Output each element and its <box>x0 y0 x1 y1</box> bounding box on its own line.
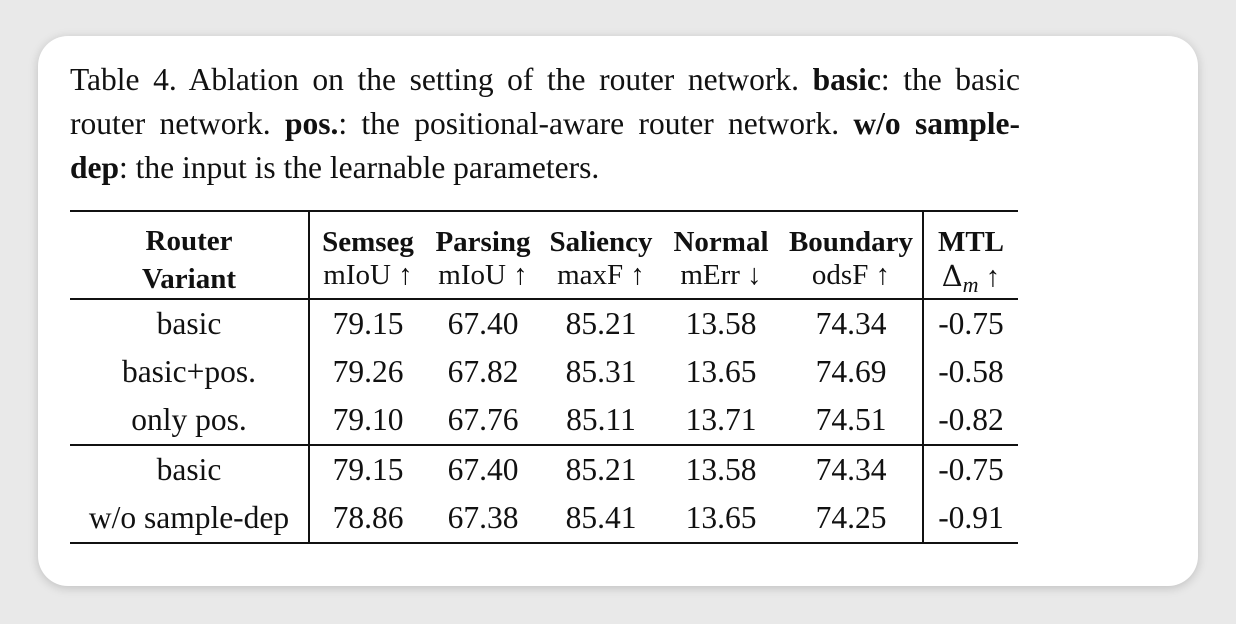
table-row: basic 79.15 67.40 85.21 13.58 74.34 -0.7… <box>70 299 1018 348</box>
col-normal-name: Normal <box>673 225 769 258</box>
variant-cell: w/o sample-dep <box>70 494 310 543</box>
col-mtl-name: MTL <box>937 225 1005 258</box>
col-saliency-name: Saliency <box>549 225 653 258</box>
variant-cell: basic+pos. <box>70 348 310 396</box>
mtl-cell: -0.82 <box>938 402 1004 437</box>
col-parsing-metric: mIoU ↑ <box>438 258 528 291</box>
value-cell: 13.58 <box>685 452 757 487</box>
value-cell: 85.21 <box>565 306 637 341</box>
caption-def-pos: : the positional-aware router network. <box>338 106 854 141</box>
delta-subscript: m <box>962 271 979 297</box>
value-cell: 79.15 <box>332 306 404 341</box>
caption-label: Table 4. <box>70 62 177 97</box>
col-boundary-metric: odsF ↑ <box>780 258 924 299</box>
table-row: w/o sample-dep 78.86 67.38 85.41 13.65 7… <box>70 494 1018 543</box>
table-row: basic+pos. 79.26 67.82 85.31 13.65 74.69… <box>70 348 1018 396</box>
value-cell: 67.76 <box>447 402 519 437</box>
paper-card: Table 4. Ablation on the setting of the … <box>38 36 1198 586</box>
table-row: only pos. 79.10 67.76 85.11 13.71 74.51 … <box>70 396 1018 445</box>
value-cell: 78.86 <box>332 500 404 535</box>
value-cell: 13.65 <box>685 500 757 535</box>
mtl-cell: -0.75 <box>938 306 1004 341</box>
col-semseg-metric: mIoU ↑ <box>323 258 413 291</box>
caption-intro: Ablation on the setting of the router ne… <box>176 62 813 97</box>
value-cell: 67.40 <box>447 452 519 487</box>
col-normal-metric: mErr ↓ <box>680 258 762 291</box>
delta-symbol: Δ <box>941 258 963 293</box>
ablation-table: Router Variant Semseg Parsing Saliency N… <box>70 210 1018 544</box>
table-caption: Table 4. Ablation on the setting of the … <box>70 58 1020 190</box>
value-cell: 67.40 <box>447 306 519 341</box>
value-cell: 74.25 <box>780 494 924 543</box>
mtl-cell: -0.91 <box>938 500 1004 535</box>
router-variant-header-line1: Router <box>145 225 233 257</box>
col-saliency-metric: maxF ↑ <box>557 258 645 291</box>
col-boundary-name: Boundary <box>780 211 924 259</box>
value-cell: 79.15 <box>332 452 404 487</box>
caption-def-sample-dep: : the input is the learnable parameters. <box>119 150 600 185</box>
caption-def-basic: : the basic router network. <box>70 62 1020 141</box>
caption-term-pos: pos. <box>284 106 339 141</box>
variant-cell: basic <box>70 299 310 348</box>
col-mtl-metric: Δm ↑ <box>923 259 1018 299</box>
value-cell: 13.58 <box>685 306 757 341</box>
value-cell: 13.71 <box>685 402 757 437</box>
value-cell: 67.38 <box>447 500 519 535</box>
router-variant-header-line2: Variant <box>142 263 236 295</box>
variant-cell: only pos. <box>70 396 310 445</box>
value-cell: 85.31 <box>565 354 637 389</box>
value-cell: 74.34 <box>780 299 924 348</box>
value-cell: 79.10 <box>332 402 404 437</box>
router-variant-header: Router Variant <box>70 211 310 299</box>
value-cell: 13.65 <box>685 354 757 389</box>
mtl-arrow: ↑ <box>978 260 1001 293</box>
mtl-cell: -0.58 <box>938 354 1004 389</box>
value-cell: 74.51 <box>780 396 924 445</box>
caption-term-basic: basic <box>812 62 881 97</box>
header-row-metrics: mIoU ↑ mIoU ↑ maxF ↑ mErr ↓ odsF ↑ Δm ↑ <box>70 258 1018 299</box>
table-row: basic 79.15 67.40 85.21 13.58 74.34 -0.7… <box>70 445 1018 494</box>
caption-term-sample-dep: w/o sample-dep <box>70 106 1020 185</box>
value-cell: 85.11 <box>566 402 636 437</box>
mtl-cell: -0.75 <box>938 452 1004 487</box>
col-semseg-name: Semseg <box>322 225 414 258</box>
variant-cell: basic <box>70 445 310 494</box>
value-cell: 85.41 <box>565 500 637 535</box>
header-row-names: Router Variant Semseg Parsing Saliency N… <box>70 211 1018 299</box>
col-parsing-name: Parsing <box>435 225 531 258</box>
value-cell: 67.82 <box>447 354 519 389</box>
value-cell: 74.69 <box>780 348 924 396</box>
value-cell: 85.21 <box>565 452 637 487</box>
value-cell: 79.26 <box>332 354 404 389</box>
value-cell: 74.34 <box>780 445 924 494</box>
